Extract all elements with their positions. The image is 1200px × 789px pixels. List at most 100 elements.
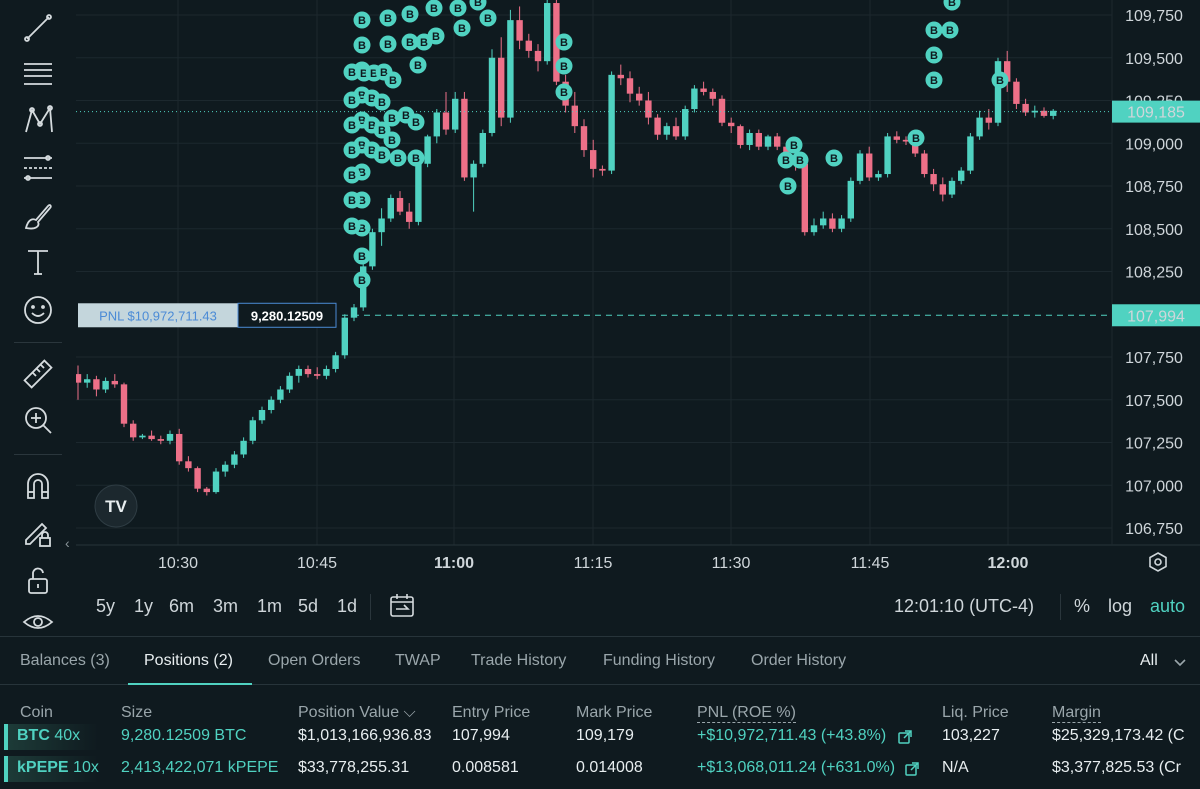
candle-body[interactable] — [709, 91, 716, 99]
buy-marker[interactable] — [777, 151, 795, 169]
candle-body[interactable] — [544, 3, 551, 62]
buy-marker[interactable] — [353, 36, 371, 54]
buy-marker[interactable] — [343, 116, 361, 134]
candle-body[interactable] — [737, 126, 744, 145]
brush-icon[interactable] — [18, 196, 58, 236]
range-3m[interactable]: 3m — [213, 596, 239, 616]
buy-marker[interactable] — [825, 149, 843, 167]
buy-marker[interactable] — [407, 113, 425, 131]
candle-body[interactable] — [1013, 81, 1020, 104]
candle-body[interactable] — [599, 168, 606, 171]
buy-marker[interactable] — [343, 91, 361, 109]
tab-trade-history[interactable]: Trade History — [471, 652, 567, 669]
candle-body[interactable] — [102, 380, 109, 390]
buy-marker[interactable] — [791, 151, 809, 169]
buy-marker[interactable] — [353, 11, 371, 29]
buy-marker[interactable] — [785, 136, 803, 154]
candle-body[interactable] — [304, 368, 312, 375]
candle-body[interactable] — [249, 420, 256, 441]
candle-body[interactable] — [176, 433, 183, 462]
candle-body[interactable] — [277, 389, 284, 400]
candle-body[interactable] — [498, 57, 505, 118]
candle-body[interactable] — [958, 170, 965, 181]
candle-body[interactable] — [921, 153, 928, 175]
candle-body[interactable] — [268, 399, 275, 411]
tab-twap[interactable]: TWAP — [395, 652, 441, 669]
candle-body[interactable] — [580, 126, 588, 151]
candle-body[interactable] — [1004, 61, 1011, 82]
buy-marker[interactable] — [991, 71, 1009, 89]
text-icon[interactable] — [18, 242, 58, 282]
tab-order-history[interactable]: Order History — [751, 652, 847, 669]
buy-marker[interactable] — [343, 191, 361, 209]
lock-drawing-icon[interactable] — [18, 512, 58, 552]
candle-body[interactable] — [617, 74, 624, 79]
pnl-box[interactable] — [78, 303, 238, 328]
buy-marker[interactable] — [353, 271, 371, 289]
fib-icon[interactable] — [18, 148, 58, 188]
candle-body[interactable] — [507, 20, 514, 118]
candle-body[interactable] — [120, 384, 128, 424]
candle-body[interactable] — [76, 374, 82, 383]
candle-body[interactable] — [948, 180, 956, 195]
percent-scale-toggle[interactable]: % — [1074, 596, 1091, 616]
candle-body[interactable] — [461, 98, 468, 178]
price-chart[interactable]: 109,750109,500109,250109,000108,750108,5… — [76, 0, 1200, 590]
candle-body[interactable] — [764, 136, 772, 147]
candle-body[interactable] — [323, 368, 330, 376]
buy-marker[interactable] — [343, 141, 361, 159]
buy-marker[interactable] — [379, 9, 397, 27]
candle-body[interactable] — [295, 368, 302, 376]
candle-body[interactable] — [111, 380, 118, 385]
tab-balances[interactable]: Balances (3) — [20, 652, 110, 669]
buy-marker[interactable] — [453, 19, 471, 37]
buy-marker[interactable] — [469, 0, 487, 11]
candle-body[interactable] — [166, 433, 174, 441]
candle-body[interactable] — [700, 88, 707, 92]
zoom-in-icon[interactable] — [18, 400, 58, 440]
col-position-value[interactable]: Position Value ⌵ — [298, 704, 416, 721]
share-pnl-icon[interactable] — [897, 729, 913, 750]
candle-body[interactable] — [314, 374, 321, 376]
candle-body[interactable] — [350, 307, 358, 318]
candle-body[interactable] — [378, 218, 385, 233]
buy-marker[interactable] — [379, 35, 397, 53]
candle-body[interactable] — [406, 211, 413, 222]
candle-body[interactable] — [626, 78, 634, 94]
candle-body[interactable] — [755, 132, 762, 147]
candle-body[interactable] — [636, 93, 643, 101]
position-coin[interactable]: BTC 40x — [17, 727, 80, 745]
candle-body[interactable] — [479, 132, 486, 164]
buy-marker[interactable] — [425, 0, 443, 17]
candle-body[interactable] — [856, 153, 864, 181]
emoji-icon[interactable] — [18, 290, 58, 330]
candle-body[interactable] — [139, 435, 146, 438]
candle-body[interactable] — [866, 153, 873, 178]
size-box[interactable] — [237, 302, 337, 328]
candle-body[interactable] — [332, 355, 339, 369]
buy-marker[interactable] — [353, 247, 371, 265]
candle-body[interactable] — [801, 163, 808, 233]
candle-body[interactable] — [746, 132, 753, 145]
buy-marker[interactable] — [384, 71, 402, 89]
candle-body[interactable] — [286, 375, 293, 390]
chart-canvas[interactable]: 109,750109,500109,250109,000108,750108,5… — [76, 0, 1200, 590]
pattern-icon[interactable] — [18, 100, 58, 140]
tab-open-orders[interactable]: Open Orders — [268, 652, 361, 669]
buy-marker[interactable] — [925, 21, 943, 39]
candle-body[interactable] — [212, 471, 220, 493]
candle-body[interactable] — [488, 57, 496, 133]
buy-marker[interactable] — [343, 217, 361, 235]
candle-body[interactable] — [810, 225, 818, 233]
buy-marker[interactable] — [373, 146, 391, 164]
candle-body[interactable] — [682, 109, 689, 137]
buy-marker[interactable] — [555, 83, 573, 101]
buy-marker[interactable] — [555, 33, 573, 51]
candle-body[interactable] — [341, 317, 348, 356]
position-row[interactable]: BTC 40x 9,280.12509 BTC $1,013,166,936.8… — [0, 722, 1200, 752]
candle-body[interactable] — [939, 184, 946, 195]
buy-marker[interactable] — [943, 0, 961, 11]
position-row[interactable]: kPEPE 10x 2,413,422,071 kPEPE $33,778,25… — [0, 754, 1200, 784]
ruler-icon[interactable] — [18, 354, 58, 394]
buy-marker[interactable] — [427, 27, 445, 45]
